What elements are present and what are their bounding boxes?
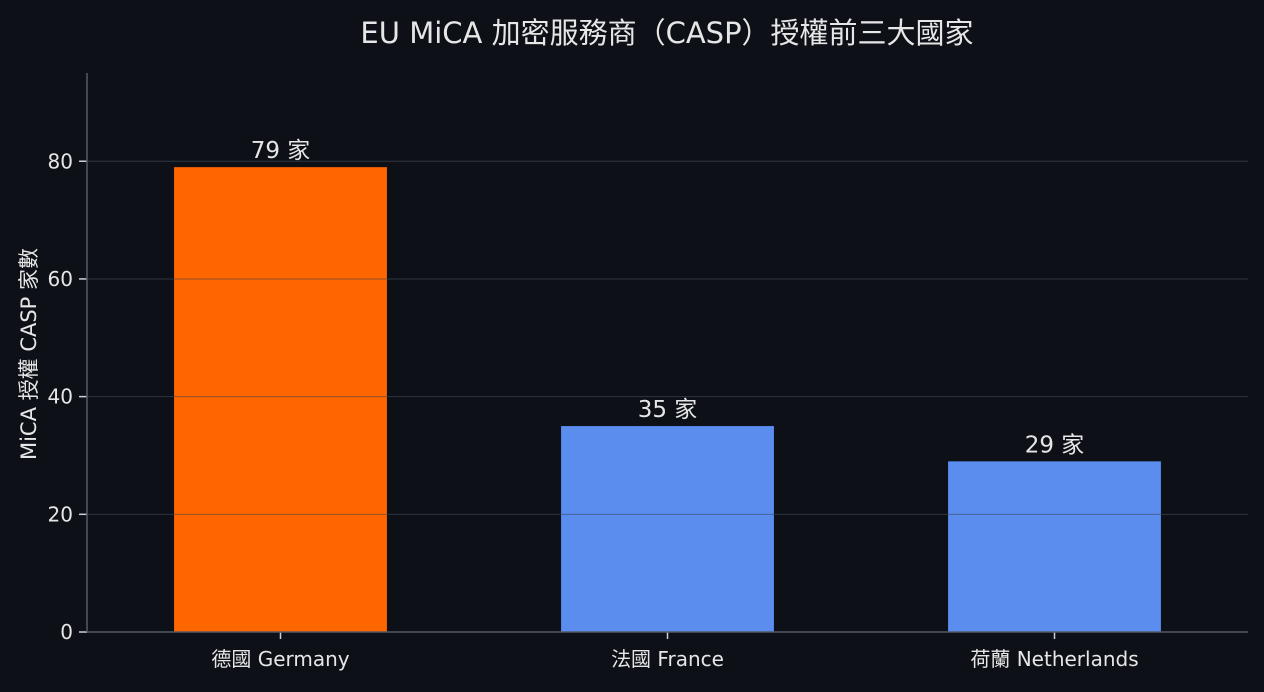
y-tick-label: 60 xyxy=(48,267,73,291)
y-tick-label: 20 xyxy=(48,502,73,526)
bar-value-label: 29 家 xyxy=(1025,432,1085,458)
x-tick-label: 法國 France xyxy=(611,647,724,671)
axes xyxy=(79,73,1248,639)
y-tick-label: 0 xyxy=(60,620,73,644)
bar xyxy=(561,426,774,632)
bars xyxy=(87,160,1248,632)
y-tick-label: 80 xyxy=(48,149,73,173)
bar-value-label: 79 家 xyxy=(251,138,311,164)
x-tick-label: 德國 Germany xyxy=(211,647,349,671)
bar-value-label: 35 家 xyxy=(638,397,698,423)
y-tick-label: 40 xyxy=(48,385,73,409)
labels: 0 20 40 60 80 79 家德國 Germany 35 家法國 France 29 家… xyxy=(48,138,1139,671)
x-tick-label: 荷蘭 Netherlands xyxy=(970,647,1138,671)
bar xyxy=(174,167,387,632)
y-axis-label: MiCA 授權 CASP 家數 xyxy=(17,248,41,460)
chart-title: EU MiCA 加密服務商（CASP）授權前三大國家 xyxy=(360,16,973,50)
bar xyxy=(948,461,1161,632)
